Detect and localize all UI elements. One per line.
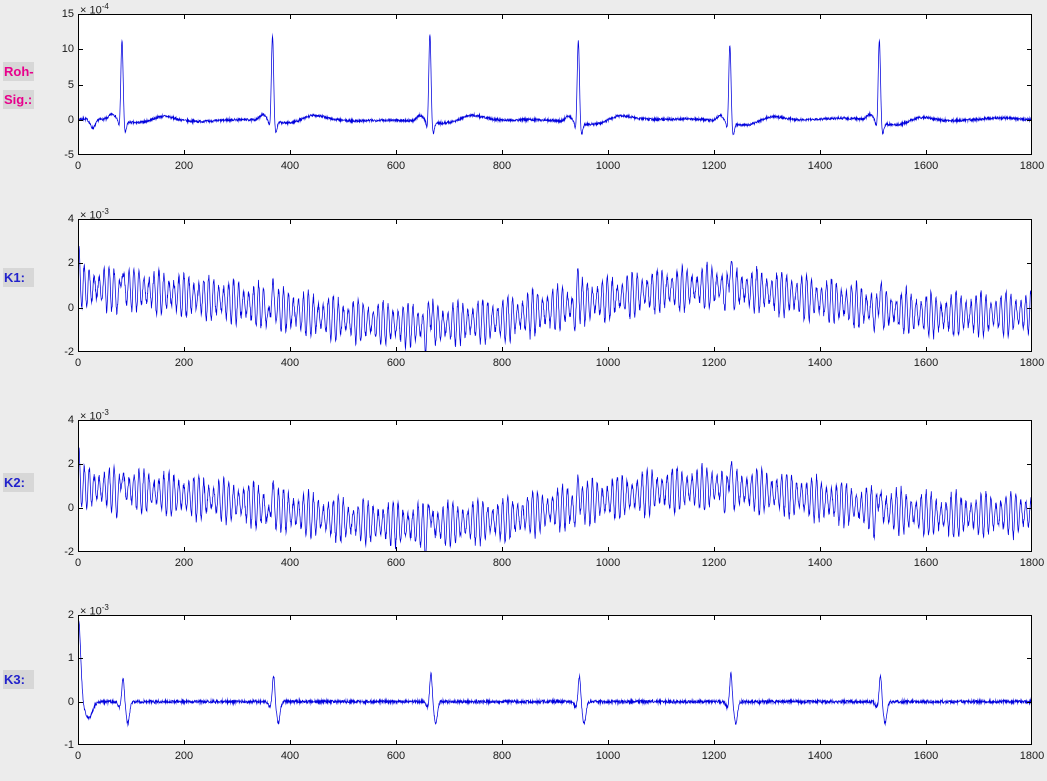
axis-exponent-power: -4	[101, 2, 109, 11]
x-tick-label: 1800	[1019, 557, 1045, 569]
x-tick-label: 200	[174, 750, 194, 762]
x-tick-label: 1000	[595, 750, 621, 762]
x-tick-label: 800	[492, 357, 512, 369]
plot-canvas-roh_sig	[78, 14, 1032, 155]
y-tick-label: 0	[67, 113, 74, 126]
y-tick-label: 1	[67, 652, 74, 665]
x-tick-label: 200	[174, 357, 194, 369]
axis-exponent-roh_sig: × 10-4	[80, 0, 109, 17]
x-tick-label: 800	[492, 160, 512, 172]
axis-exponent-power: -3	[101, 408, 109, 417]
y-tick-label: 4	[67, 414, 74, 426]
x-tick-label: 1600	[913, 557, 939, 569]
x-tick-label: 400	[280, 557, 300, 569]
y-tick-label: 2	[67, 458, 74, 470]
y-tick-label: -2	[64, 546, 74, 558]
row-label-k1-text: K1:	[3, 268, 34, 287]
x-tick-label: 600	[386, 160, 406, 172]
x-tick-label: 800	[492, 557, 512, 569]
x-tick-label: 1200	[701, 160, 727, 172]
x-tick-label: 1800	[1019, 750, 1045, 762]
x-tick-label: 1600	[913, 750, 939, 762]
x-tick-label: 1200	[701, 750, 727, 762]
axis-exponent-power: -3	[101, 603, 109, 612]
x-tick-label: 0	[74, 750, 82, 762]
x-tick-label: 200	[174, 160, 194, 172]
x-tick-label: 0	[74, 557, 82, 569]
axis-exponent-k3: × 10-3	[80, 601, 109, 618]
row-label-sig-line: Sig.:	[3, 90, 34, 109]
x-tick-label: 1400	[807, 357, 833, 369]
row-label-k2-text: K2:	[3, 473, 34, 492]
y-tick-label: 5	[67, 78, 74, 91]
y-tick-label: -1	[64, 739, 74, 751]
y-tick-label: 15	[61, 8, 74, 20]
row-label-k3: K3:	[3, 670, 34, 698]
x-tick-label: 1000	[595, 160, 621, 172]
axis-exponent-base: × 10	[80, 4, 102, 17]
x-tick-label: 800	[492, 750, 512, 762]
x-tick-label: 400	[280, 357, 300, 369]
x-tick-label: 1200	[701, 557, 727, 569]
x-tick-label: 0	[74, 357, 82, 369]
y-tick-label: -2	[64, 346, 74, 358]
y-tick-label: 0	[67, 301, 74, 314]
y-tick-label: 0	[67, 695, 74, 708]
plot-canvas-k2	[78, 420, 1032, 552]
y-tick-label: 10	[61, 43, 74, 56]
x-tick-label: 400	[280, 750, 300, 762]
axis-exponent-base: × 10	[80, 605, 102, 618]
x-tick-label: 1400	[807, 557, 833, 569]
y-tick-label: -5	[64, 149, 74, 161]
y-tick-label: 2	[67, 609, 74, 621]
axis-exponent-k2: × 10-3	[80, 406, 109, 423]
x-tick-label: 1000	[595, 357, 621, 369]
x-tick-label: 0	[74, 160, 82, 172]
x-tick-label: 1600	[913, 357, 939, 369]
x-tick-label: 600	[386, 357, 406, 369]
x-tick-label: 1200	[701, 357, 727, 369]
y-tick-label: 4	[67, 213, 74, 225]
x-tick-label: 1800	[1019, 160, 1045, 172]
x-tick-label: 200	[174, 557, 194, 569]
x-tick-label: 1600	[913, 160, 939, 172]
row-label-roh-line: Roh-	[3, 62, 34, 81]
axis-exponent-base: × 10	[80, 410, 102, 423]
plot-canvas-k1	[78, 219, 1032, 352]
plot-canvas-k3	[78, 615, 1032, 745]
axis-exponent-k1: × 10-3	[80, 205, 109, 222]
row-label-k2: K2:	[3, 473, 34, 501]
row-label-k1: K1:	[3, 268, 34, 296]
axis-exponent-power: -3	[101, 207, 109, 216]
x-tick-label: 400	[280, 160, 300, 172]
row-label-k3-text: K3:	[3, 670, 34, 689]
axis-exponent-base: × 10	[80, 209, 102, 222]
y-tick-label: 0	[67, 502, 74, 514]
row-label-roh-sig: Roh- Sig.:	[3, 62, 34, 118]
x-tick-label: 1400	[807, 160, 833, 172]
x-tick-label: 1800	[1019, 357, 1045, 369]
x-tick-label: 1400	[807, 750, 833, 762]
x-tick-label: 600	[386, 557, 406, 569]
x-tick-label: 600	[386, 750, 406, 762]
x-tick-label: 1000	[595, 557, 621, 569]
y-tick-label: 2	[67, 257, 74, 270]
